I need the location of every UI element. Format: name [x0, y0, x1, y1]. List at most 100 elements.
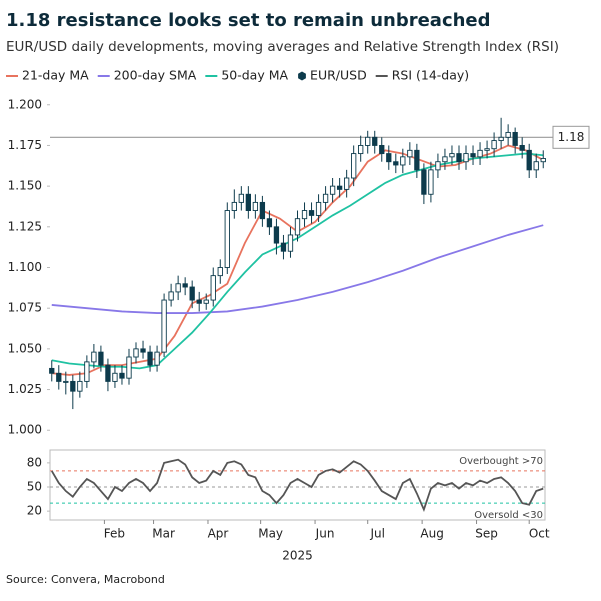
candle-body — [435, 161, 441, 171]
candle-body — [526, 149, 532, 171]
candle-body — [189, 286, 195, 301]
candle-body — [98, 351, 104, 366]
y-tick-label: 1.025 — [8, 382, 42, 396]
y-tick-label: 1.150 — [8, 179, 42, 193]
candle-body — [512, 131, 518, 146]
annotation-box — [552, 125, 590, 149]
candle-body — [315, 201, 322, 216]
candle-body — [266, 218, 273, 228]
candle-body — [442, 156, 448, 163]
candle-body — [91, 351, 97, 363]
candle-body — [470, 153, 476, 158]
y-tick-label: 50 — [27, 480, 42, 494]
candle-body — [112, 372, 118, 382]
candle-body — [386, 153, 392, 163]
legend-label: RSI (14-day) — [392, 68, 469, 83]
candle-body — [56, 372, 62, 382]
candle-body — [147, 351, 153, 366]
candle-body — [119, 372, 125, 379]
candle-body — [70, 380, 76, 392]
candle-body — [217, 267, 223, 277]
x-tick-label: Sep — [475, 527, 498, 541]
candle-body — [294, 218, 301, 236]
legend-label: 50-day MA — [221, 68, 288, 83]
candle-body — [540, 158, 546, 163]
x-tick-label: Jun — [315, 527, 335, 541]
candle-body — [280, 242, 287, 252]
candle-body — [322, 193, 329, 203]
candle-body — [393, 161, 399, 166]
candle-body — [301, 210, 308, 220]
x-tick-label: Apr — [208, 527, 229, 541]
chart-title: 1.18 resistance looks set to remain unbr… — [6, 10, 491, 31]
candle-body — [154, 351, 160, 366]
legend-label: EUR/USD — [310, 68, 367, 83]
y-tick-label: 1.100 — [8, 260, 42, 274]
candle-body — [63, 380, 69, 383]
legend-label: 200-day SMA — [114, 68, 197, 83]
candle-body — [231, 201, 237, 211]
candle-body — [126, 356, 132, 379]
candle-body — [491, 140, 497, 150]
candle-body — [84, 361, 90, 382]
candle-body — [498, 136, 504, 142]
x-axis-label: 2025 — [282, 549, 313, 563]
series-line — [51, 224, 544, 314]
y-tick-label: 1.200 — [8, 97, 42, 111]
candle-body — [336, 185, 343, 190]
candle-body — [252, 201, 259, 211]
y-tick-label: 1.125 — [8, 219, 42, 233]
candle-body — [477, 149, 483, 158]
candle-body — [484, 148, 490, 151]
candle-body — [140, 348, 146, 353]
candle-body — [449, 153, 455, 158]
candle-body — [421, 169, 427, 195]
x-tick-label: Oct — [529, 527, 550, 541]
candle-body — [372, 136, 378, 146]
chart-subtitle: EUR/USD daily developments, moving avera… — [6, 39, 559, 55]
candle-body — [351, 153, 357, 179]
candle-body — [77, 380, 83, 392]
candle-body — [414, 149, 420, 171]
candle-body — [308, 210, 315, 216]
candle-body — [105, 364, 111, 382]
reference-label: Overbought >70 — [459, 456, 543, 467]
candle-body — [224, 210, 230, 268]
candle-body — [365, 136, 371, 146]
candle-body — [379, 144, 385, 155]
candle-body — [287, 234, 294, 252]
x-tick-label: Aug — [420, 527, 443, 541]
candle-body — [505, 131, 511, 138]
candle-body — [329, 185, 336, 195]
candle-body — [358, 144, 364, 155]
candle-body — [273, 226, 280, 244]
y-tick-label: 1.175 — [8, 138, 42, 152]
candle-body — [519, 144, 525, 151]
x-tick-label: Mar — [152, 527, 175, 541]
candle-body — [203, 299, 209, 304]
legend-label: 21-day MA — [22, 68, 89, 83]
candle-body — [463, 153, 469, 163]
candle-body — [259, 201, 266, 220]
x-tick-label: May — [258, 527, 283, 541]
y-tick-label: 1.000 — [8, 423, 42, 437]
candle-body — [533, 161, 539, 171]
source: Source: Convera, Macrobond — [6, 573, 165, 586]
candle-body — [456, 153, 462, 163]
candle-body — [428, 169, 434, 195]
series-line — [50, 458, 544, 513]
candle-body — [175, 283, 181, 293]
candle-body — [400, 156, 406, 166]
candle-body — [238, 193, 244, 203]
y-tick-label: 20 — [27, 504, 42, 518]
annotation-label: 1.18 — [558, 130, 585, 144]
y-tick-label: 80 — [27, 455, 42, 469]
candle-body — [133, 348, 139, 358]
candle-body — [182, 283, 188, 288]
candle-body — [196, 299, 202, 304]
candle-body — [49, 367, 55, 374]
candle-body — [245, 193, 252, 211]
legend-marker — [298, 71, 306, 81]
